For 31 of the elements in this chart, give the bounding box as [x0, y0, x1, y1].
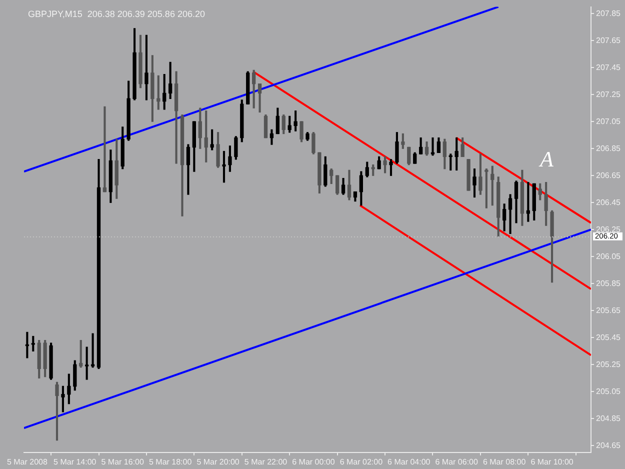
y-tick-label: 204.85 — [596, 414, 622, 423]
y-tick-label: 206.65 — [596, 170, 622, 180]
y-tick-label: 207.05 — [596, 116, 622, 126]
x-tick-label: 6 Mar 02:00 — [340, 457, 384, 466]
x-tick-label: 5 Mar 22:00 — [244, 457, 288, 466]
y-tick-label: 206.45 — [596, 198, 622, 207]
x-tick-label: 6 Mar 04:00 — [388, 457, 431, 466]
x-tick-label: 6 Mar 00:00 — [292, 457, 336, 466]
annotation: A — [538, 146, 554, 172]
x-tick-label: 6 Mar 06:00 — [435, 457, 478, 466]
y-tick-label: 207.85 — [596, 8, 622, 18]
x-tick-label: 5 Mar 18:00 — [148, 457, 192, 466]
y-tick-label: 206.25 — [596, 224, 622, 234]
y-tick-label: 206.85 — [596, 144, 622, 153]
y-tick-label: 205.85 — [596, 278, 622, 288]
x-tick-label: 5 Mar 14:00 — [54, 457, 97, 466]
y-tick-label: 205.65 — [596, 306, 622, 315]
y-tick-label: 207.45 — [596, 62, 622, 72]
x-tick-label: 6 Mar 08:00 — [482, 457, 526, 466]
y-tick-label: 205.45 — [596, 332, 622, 342]
x-tick-label: 5 Mar 2008 — [6, 457, 48, 466]
y-tick-label: 204.65 — [596, 440, 622, 450]
x-tick-label: 5 Mar 16:00 — [101, 457, 144, 466]
y-tick-label: 207.25 — [596, 90, 622, 99]
y-tick-label: 205.25 — [596, 360, 622, 369]
x-tick-label: 6 Mar 10:00 — [530, 457, 574, 466]
y-tick-label: 205.05 — [596, 386, 622, 396]
chart-title: GBPJPY,M15 206.38 206.39 205.86 206.20 — [28, 8, 205, 19]
y-tick-label: 206.05 — [596, 252, 622, 261]
x-tick-label: 5 Mar 20:00 — [196, 457, 240, 466]
y-tick-label: 207.65 — [596, 36, 622, 45]
